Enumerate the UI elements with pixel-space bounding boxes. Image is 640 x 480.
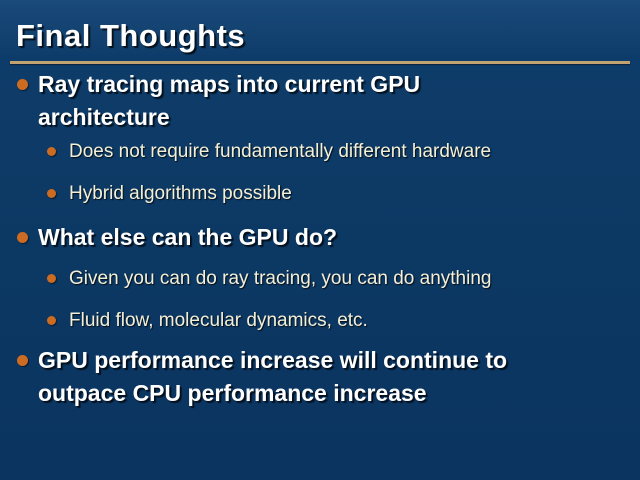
bullet-item-level1: GPU performance increase will continue t… <box>0 344 640 410</box>
bullet-item-level2: Fluid flow, molecular dynamics, etc. <box>0 308 640 334</box>
bullet-icon <box>17 355 28 366</box>
slide-header: Final Thoughts <box>0 0 640 64</box>
bullet-item-level2: Does not require fundamentally different… <box>0 139 640 165</box>
bullet-text: GPU performance increase will continue t… <box>38 347 508 406</box>
bullet-icon <box>17 232 28 243</box>
bullet-icon <box>47 147 56 156</box>
bullet-text: Given you can do ray tracing, you can do… <box>69 268 492 289</box>
bullet-item-level2: Hybrid algorithms possible <box>0 181 640 207</box>
bullet-icon <box>47 189 56 198</box>
bullet-item-level1: What else can the GPU do? <box>0 221 640 254</box>
bullet-text: Does not require fundamentally different… <box>69 141 492 162</box>
bullet-icon <box>17 79 28 90</box>
bullet-item-level2: Given you can do ray tracing, you can do… <box>0 266 640 292</box>
bullet-item-level1: Ray tracing maps into current GPU archit… <box>0 68 640 134</box>
bullet-text: Fluid flow, molecular dynamics, etc. <box>69 310 368 331</box>
bullet-icon <box>47 316 56 325</box>
bullet-text: Ray tracing maps into current GPU archit… <box>38 71 421 130</box>
title-underline <box>10 61 630 64</box>
slide-title: Final Thoughts <box>16 18 246 53</box>
bullet-text: Hybrid algorithms possible <box>69 183 292 204</box>
bullet-text: What else can the GPU do? <box>38 224 338 250</box>
bullet-icon <box>47 274 56 283</box>
slide-body: Ray tracing maps into current GPU archit… <box>0 64 640 410</box>
